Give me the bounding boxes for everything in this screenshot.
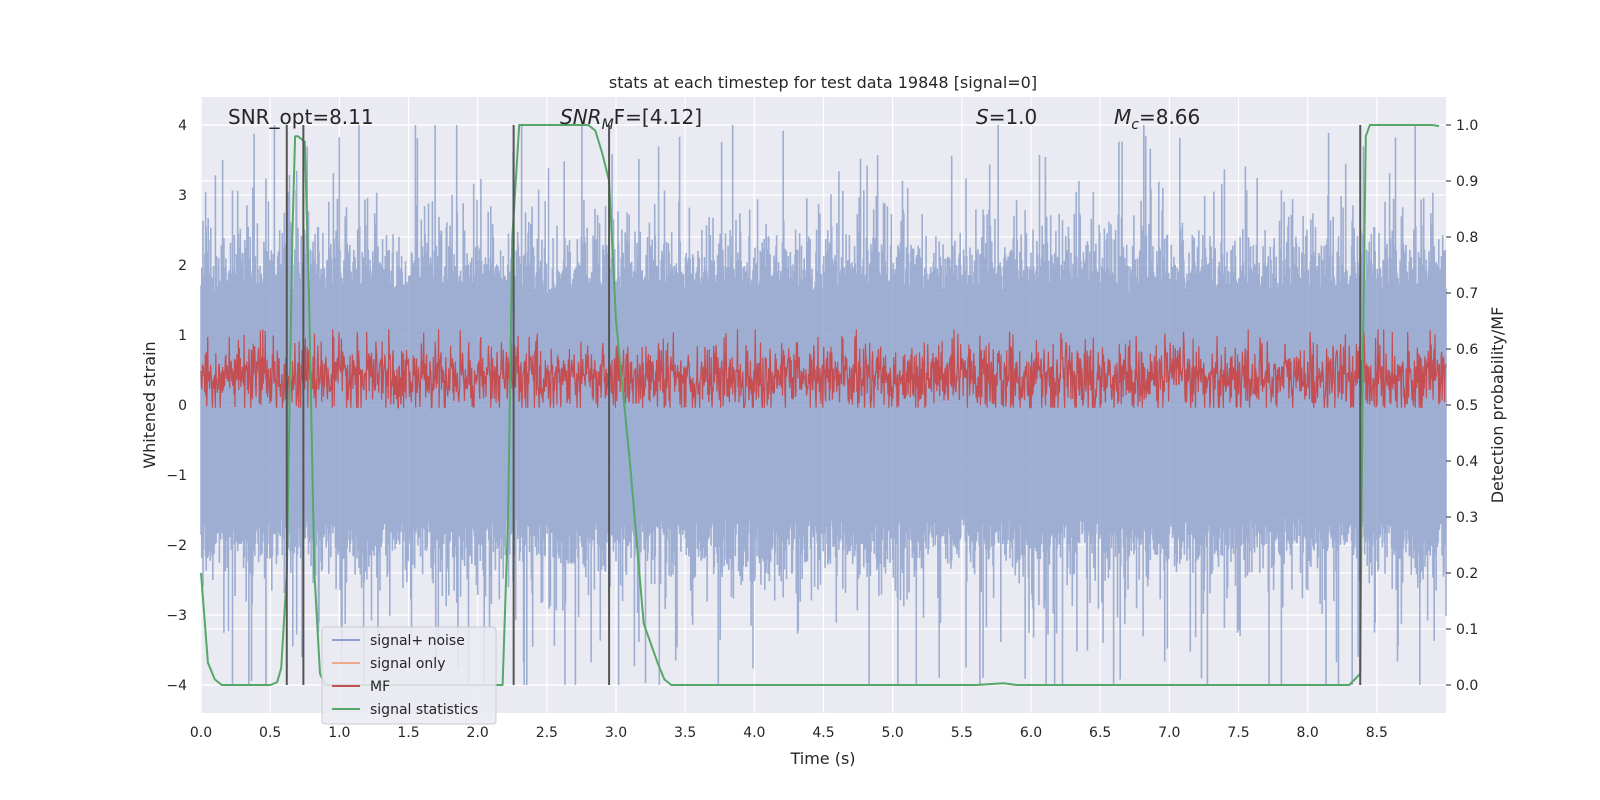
y-ticks-left: 4 3 2 1 0 −1 −2 −3 −4: [166, 118, 187, 694]
x-tick-label: 8.0: [1297, 725, 1319, 741]
y-axis-label: Whitened strain: [140, 341, 159, 468]
y-tick-label: 4: [178, 118, 187, 134]
y-tick-label: −3: [166, 608, 187, 624]
legend-label-signal-statistics: signal statistics: [370, 702, 478, 718]
y-tick-label: −4: [166, 678, 187, 694]
x-tick-label: 7.0: [1158, 725, 1180, 741]
y-ticks-right: 1.0 0.9 0.8 0.7 0.6 0.5 0.4 0.3 0.2 0.1 0.0: [1446, 118, 1478, 694]
annotation-s-symbol: S: [976, 105, 989, 129]
x-tick-label: 3.5: [674, 725, 696, 741]
x-tick-label: 0.5: [259, 725, 281, 741]
x-tick-label: 2.0: [467, 725, 489, 741]
y-tick-label-right: 0.3: [1456, 510, 1478, 526]
x-axis-label: Time (s): [789, 749, 855, 768]
y-tick-label: 1: [178, 328, 187, 344]
x-tick-label: 5.0: [882, 725, 904, 741]
x-tick-label: 4.5: [812, 725, 834, 741]
y-tick-label-right: 0.1: [1456, 622, 1478, 638]
x-tick-label: 6.5: [1089, 725, 1111, 741]
x-tick-label: 2.5: [536, 725, 558, 741]
y-tick-label-right: 0.9: [1456, 174, 1478, 190]
y-axis-label-right: Detection probability/MF: [1488, 307, 1507, 504]
annotation-mc: Mc=8.66: [1114, 105, 1200, 133]
y-tick-label-right: 0.2: [1456, 566, 1478, 582]
y-tick-label: 3: [178, 188, 187, 204]
annotation-s-value: =1.0: [989, 105, 1038, 129]
x-tick-label: 8.5: [1366, 725, 1388, 741]
legend: signal+ noise signal only MF signal stat…: [321, 626, 497, 725]
series-mf: [200, 329, 1447, 409]
annotation-mc-value: =8.66: [1139, 105, 1200, 129]
annotation-snr-opt: SNR_opt=8.11: [228, 105, 374, 129]
annotation-snr-mf: SNRMF=[4.12]: [560, 105, 702, 133]
legend-box: [321, 626, 497, 725]
x-tick-label: 1.0: [328, 725, 350, 741]
series-signal-statistics: [200, 124, 1440, 686]
chart-title: stats at each timestep for test data 198…: [609, 73, 1037, 92]
y-tick-label: −2: [166, 538, 187, 554]
annotation-snr-mf-subscript: M: [602, 117, 614, 133]
annotation-snr-mf-value: F=[4.12]: [614, 105, 702, 129]
y-tick-label-right: 0.8: [1456, 230, 1478, 246]
y-tick-label: 0: [178, 398, 187, 414]
annotation-s: S=1.0: [976, 105, 1037, 129]
y-tick-label-right: 0.5: [1456, 398, 1478, 414]
x-tick-label: 6.0: [1020, 725, 1042, 741]
annotation-snr-mf-symbol: SNR: [560, 105, 602, 129]
legend-label-signal-only: signal only: [370, 656, 445, 672]
y-tick-label-right: 0.7: [1456, 286, 1478, 302]
y-tick-label-right: 0.0: [1456, 678, 1478, 694]
y-tick-label-right: 0.6: [1456, 342, 1478, 358]
y-tick-label-right: 0.4: [1456, 454, 1478, 470]
x-tick-label: 7.5: [1227, 725, 1249, 741]
annotation-mc-symbol: M: [1114, 105, 1131, 129]
y-tick-label: 2: [178, 258, 187, 274]
y-tick-label: −1: [166, 468, 187, 484]
legend-label-mf: MF: [370, 679, 390, 695]
x-ticks: 0.0 0.5 1.0 1.5 2.0 2.5 3.0 3.5 4.0 4.5 5.0 5.5 6.0 6…: [190, 725, 1388, 741]
vertical-markers: [285, 125, 1362, 685]
x-tick-label: 0.0: [190, 725, 212, 741]
x-tick-label: 1.5: [397, 725, 419, 741]
series-layer: [200, 124, 1447, 686]
y-tick-label-right: 1.0: [1456, 118, 1478, 134]
x-tick-label: 5.5: [951, 725, 973, 741]
legend-label-signal-noise: signal+ noise: [370, 633, 465, 649]
annotation-mc-subscript: c: [1131, 117, 1139, 133]
x-tick-label: 4.0: [743, 725, 765, 741]
x-tick-label: 3.0: [605, 725, 627, 741]
